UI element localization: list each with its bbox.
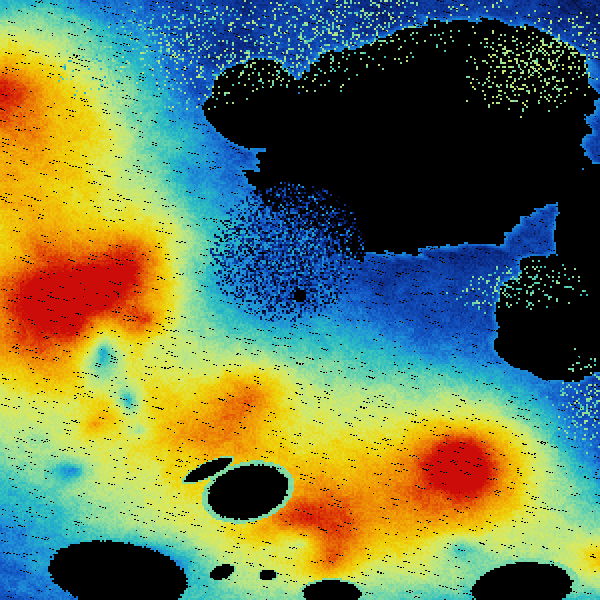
scan-viewport: Full-bleed false-color radar/thermal ref… [0, 0, 600, 600]
thermal-scan-canvas [0, 0, 600, 600]
